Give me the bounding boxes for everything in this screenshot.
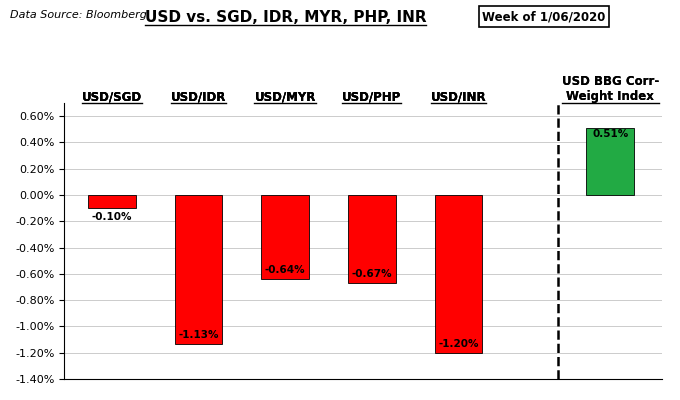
Text: USD/INR: USD/INR [430,90,486,103]
Text: USD/PHP: USD/PHP [342,90,401,103]
Text: USD/INR: USD/INR [430,90,486,103]
Text: -0.64%: -0.64% [265,265,305,275]
Text: -1.13%: -1.13% [178,330,219,340]
Text: USD/IDR: USD/IDR [171,90,226,103]
Text: 0.51%: 0.51% [592,129,628,139]
Text: USD/SGD: USD/SGD [82,90,142,103]
Text: USD/MYR: USD/MYR [254,90,316,103]
Text: USD/MYR: USD/MYR [254,90,316,103]
Text: Week of 1/06/2020: Week of 1/06/2020 [482,10,606,23]
Bar [175,195,222,344]
Bar [88,195,135,208]
Text: USD/MYR: USD/MYR [254,90,316,103]
Text: -0.67%: -0.67% [352,269,392,279]
Bar [586,128,634,195]
Text: -0.10%: -0.10% [92,212,132,222]
Text: USD/SGD: USD/SGD [82,90,142,103]
Bar [348,195,396,283]
Text: USD/IDR: USD/IDR [171,90,226,103]
Text: USD/PHP: USD/PHP [342,90,401,103]
Bar [435,195,482,353]
Bar [261,195,309,279]
Text: USD/PHP: USD/PHP [342,90,401,103]
Text: USD BBG Corr-
Weight Index: USD BBG Corr- Weight Index [562,75,659,103]
Text: USD/IDR: USD/IDR [171,90,226,103]
Text: USD BBG Corr-
Weight Index: USD BBG Corr- Weight Index [562,75,659,103]
Text: USD vs. SGD, IDR, MYR, PHP, INR: USD vs. SGD, IDR, MYR, PHP, INR [145,10,426,25]
Text: -1.20%: -1.20% [438,339,479,349]
Text: USD/INR: USD/INR [430,90,486,103]
Text: USD/SGD: USD/SGD [82,90,142,103]
Text: Data Source: Bloomberg: Data Source: Bloomberg [10,10,147,20]
